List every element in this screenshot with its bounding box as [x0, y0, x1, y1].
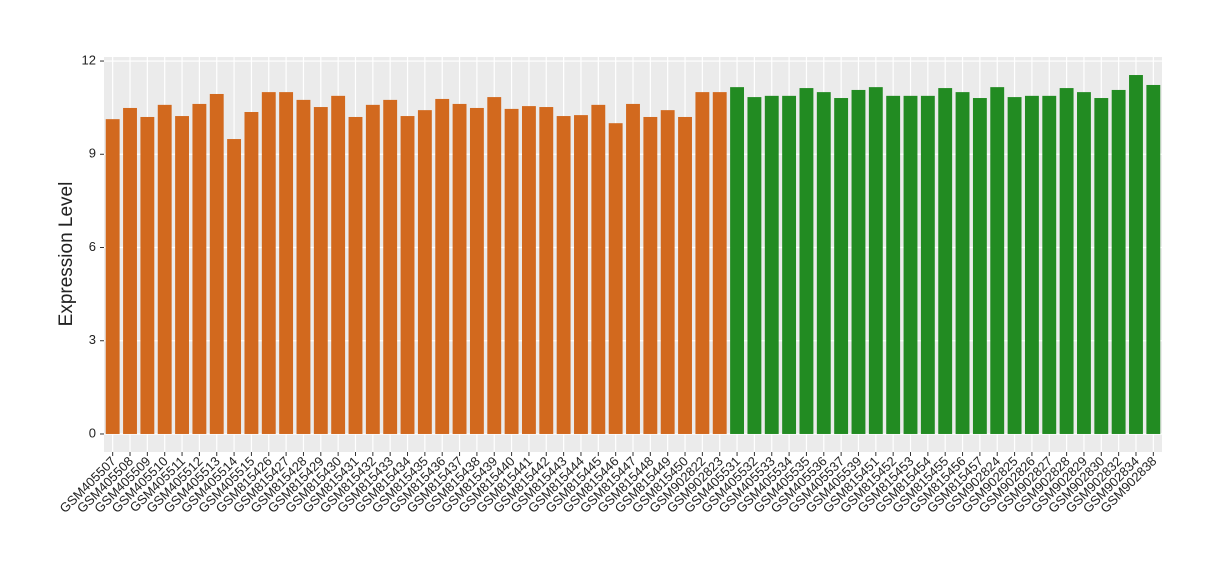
bar	[782, 95, 797, 434]
bar	[209, 93, 224, 434]
bar	[331, 95, 346, 434]
bar	[227, 139, 242, 434]
bar	[799, 88, 814, 434]
bar	[660, 110, 675, 434]
bar	[487, 97, 502, 434]
y-tick-label: 3	[89, 332, 96, 347]
bar	[730, 87, 745, 434]
bar	[678, 116, 692, 434]
bar	[574, 115, 588, 434]
bar	[1129, 75, 1143, 434]
bar	[400, 116, 415, 434]
bar	[712, 92, 727, 434]
bar	[157, 104, 172, 434]
y-axis-title: Expression Level	[56, 182, 77, 327]
bar	[383, 99, 398, 434]
bar	[695, 92, 710, 434]
bar	[868, 87, 883, 434]
bar	[435, 98, 450, 434]
bar	[192, 103, 207, 434]
bar	[955, 92, 970, 434]
bar	[452, 103, 467, 434]
bar	[1146, 84, 1161, 434]
bar	[1042, 95, 1057, 434]
bar	[175, 116, 189, 434]
y-tick-label: 0	[89, 425, 96, 440]
bar	[643, 116, 658, 434]
bar	[1059, 88, 1074, 434]
bar	[834, 98, 849, 434]
bar	[747, 97, 762, 434]
bar	[417, 110, 432, 434]
bar	[504, 108, 519, 434]
bar	[140, 116, 155, 434]
y-tick-label: 12	[82, 52, 96, 67]
bar	[539, 107, 554, 434]
bar	[903, 95, 918, 434]
bar	[972, 98, 987, 434]
y-tick-label: 9	[89, 146, 96, 161]
bar	[296, 99, 311, 434]
bar	[764, 95, 779, 434]
bar	[608, 123, 623, 434]
bar	[851, 89, 866, 434]
bar	[365, 104, 380, 434]
bar	[123, 107, 137, 434]
bar	[348, 116, 363, 434]
bar	[990, 87, 1005, 434]
bar	[261, 92, 276, 434]
bar	[591, 104, 606, 434]
bar	[279, 92, 294, 434]
bar	[920, 95, 935, 434]
bar	[105, 119, 120, 434]
bar	[244, 112, 259, 434]
y-tick-label: 6	[89, 239, 96, 254]
bar	[469, 107, 484, 434]
bar	[1024, 95, 1039, 434]
bar	[521, 106, 536, 434]
bar	[313, 107, 328, 434]
bar	[1077, 92, 1091, 434]
bar	[1007, 97, 1022, 434]
bar	[1094, 98, 1109, 434]
bar	[816, 92, 831, 434]
bar	[886, 95, 901, 434]
bar	[1111, 89, 1126, 434]
bar	[556, 116, 571, 434]
bar	[938, 88, 953, 434]
bar	[626, 103, 640, 434]
